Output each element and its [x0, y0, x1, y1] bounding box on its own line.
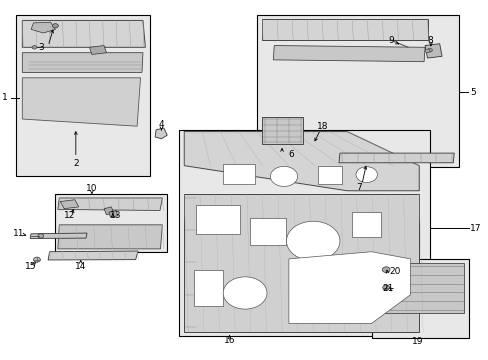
Circle shape — [355, 167, 377, 183]
Bar — [257, 15, 458, 167]
Circle shape — [382, 267, 389, 273]
Text: 2: 2 — [73, 159, 79, 168]
Circle shape — [286, 221, 339, 261]
Polygon shape — [273, 45, 424, 62]
Circle shape — [38, 234, 43, 238]
Polygon shape — [155, 128, 167, 139]
Circle shape — [32, 45, 37, 49]
Polygon shape — [22, 78, 140, 126]
Polygon shape — [22, 53, 142, 72]
Bar — [223, 164, 254, 184]
Polygon shape — [288, 252, 409, 323]
Bar — [55, 194, 167, 252]
Text: 12: 12 — [64, 211, 75, 220]
Text: 21: 21 — [382, 284, 393, 293]
Polygon shape — [60, 200, 79, 209]
Bar — [371, 259, 468, 338]
Polygon shape — [48, 251, 138, 260]
Text: 7: 7 — [355, 183, 361, 192]
Polygon shape — [58, 225, 162, 249]
Polygon shape — [262, 19, 427, 40]
Text: 14: 14 — [75, 262, 86, 271]
Polygon shape — [58, 198, 162, 211]
Text: 17: 17 — [469, 224, 481, 233]
Text: 15: 15 — [25, 262, 37, 271]
Circle shape — [223, 277, 266, 309]
Text: 19: 19 — [411, 337, 423, 346]
Circle shape — [34, 257, 40, 262]
Text: 8: 8 — [427, 36, 432, 45]
Polygon shape — [104, 207, 114, 215]
Text: 16: 16 — [224, 336, 235, 345]
Circle shape — [270, 166, 297, 186]
Text: 20: 20 — [389, 267, 400, 276]
Polygon shape — [184, 132, 418, 191]
Circle shape — [424, 49, 429, 53]
Polygon shape — [30, 233, 87, 238]
Polygon shape — [31, 22, 55, 33]
Bar — [179, 130, 429, 336]
Polygon shape — [424, 44, 441, 58]
Text: 10: 10 — [86, 184, 98, 193]
Bar — [196, 205, 240, 234]
Text: 1: 1 — [2, 93, 8, 102]
Bar — [249, 218, 286, 244]
Text: 9: 9 — [387, 36, 393, 45]
Bar — [317, 166, 342, 184]
Circle shape — [427, 48, 431, 52]
Text: 13: 13 — [110, 211, 121, 220]
Text: 18: 18 — [316, 122, 328, 131]
Circle shape — [382, 285, 389, 290]
Bar — [17, 15, 150, 176]
Text: 6: 6 — [288, 150, 294, 159]
Polygon shape — [89, 45, 106, 54]
Bar — [262, 117, 303, 144]
Polygon shape — [338, 153, 453, 163]
Polygon shape — [109, 211, 118, 217]
Polygon shape — [184, 194, 418, 332]
Bar — [194, 270, 223, 306]
Text: 3: 3 — [38, 43, 44, 52]
Text: 11: 11 — [13, 229, 24, 238]
Circle shape — [52, 24, 58, 28]
Polygon shape — [376, 263, 463, 313]
Polygon shape — [22, 21, 145, 47]
Text: 5: 5 — [469, 87, 475, 96]
Text: 4: 4 — [158, 120, 164, 129]
Bar — [351, 212, 381, 237]
